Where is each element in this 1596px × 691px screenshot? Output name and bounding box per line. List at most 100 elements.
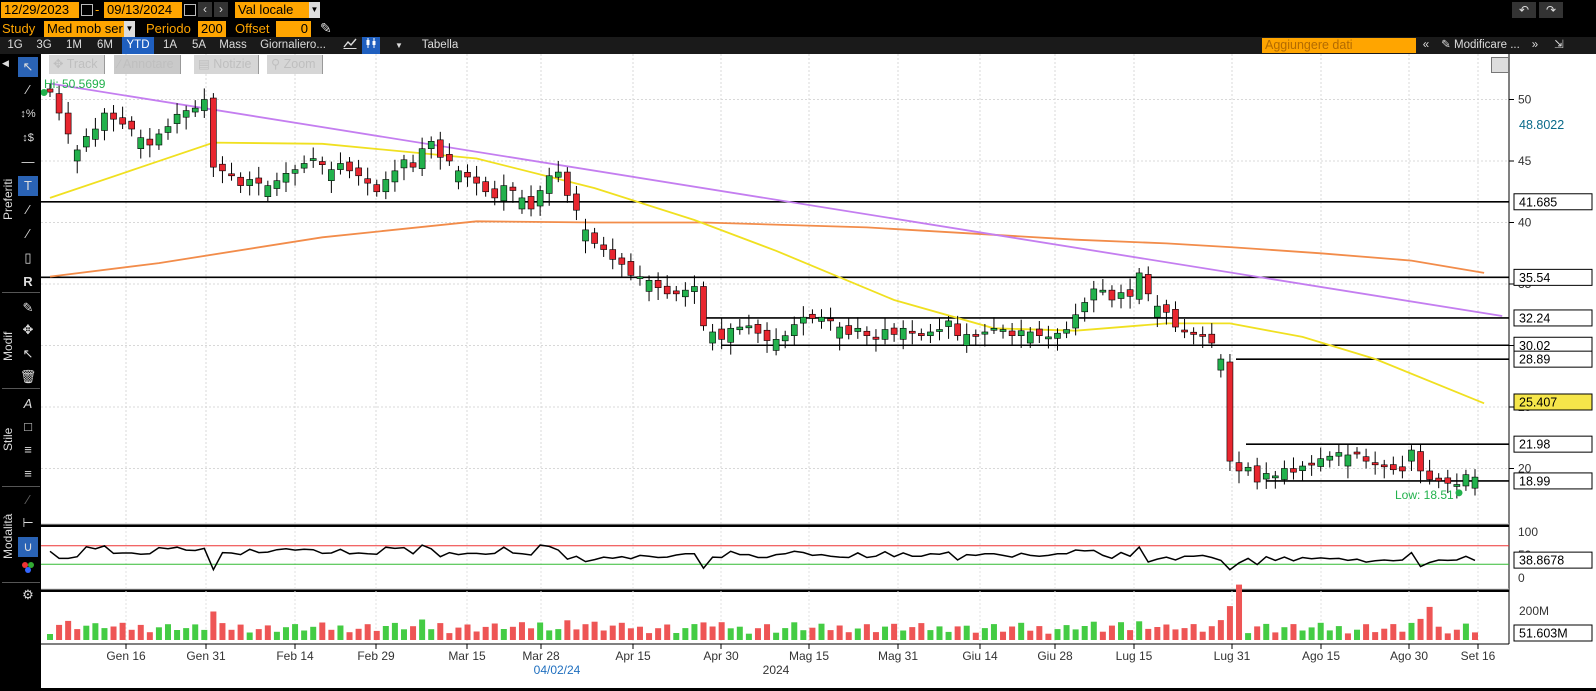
start-date-field[interactable]: 12/29/2023 [1, 2, 79, 18]
candle-body [654, 280, 662, 288]
draw-line-tool-icon[interactable]: ∕ [26, 82, 30, 97]
range-ytd-button[interactable]: YTD [122, 37, 154, 54]
range-1a-button[interactable]: 1A [162, 39, 178, 51]
chart-type-dropdown-icon[interactable]: ▼ [395, 41, 403, 50]
candle [264, 180, 272, 202]
edit-icon[interactable]: ✎ [1441, 39, 1451, 51]
redo-icon[interactable]: ↷ [1539, 2, 1563, 18]
volume-bar [1272, 632, 1279, 640]
candle [409, 154, 417, 173]
currency-select[interactable]: Val locale [235, 2, 309, 18]
move-icon[interactable]: ✥ [22, 322, 34, 337]
volume-bar [981, 628, 988, 640]
color-palette-icon[interactable] [18, 560, 38, 580]
eraser-icon[interactable]: ∕ [26, 492, 30, 507]
study-dropdown-icon[interactable]: ▼ [124, 21, 135, 37]
candle [1217, 354, 1225, 378]
volume-bar [845, 632, 852, 640]
font-style-icon[interactable]: A [23, 396, 33, 411]
currency-dropdown-icon[interactable]: ▼ [309, 2, 320, 18]
horizontal-line-tool-icon[interactable]: — [21, 154, 35, 169]
track-button[interactable]: ✥ Track [49, 55, 105, 74]
candle-body [1172, 309, 1179, 328]
candle-body [318, 161, 326, 165]
select-icon[interactable]: ↖ [22, 346, 34, 361]
volume-bar [146, 632, 153, 640]
candle-body [872, 336, 880, 340]
ray-tool-icon[interactable]: ∕ [26, 226, 30, 241]
candle-body [627, 261, 635, 276]
candle [1435, 473, 1442, 489]
snap-icon[interactable]: ⊢ [22, 515, 34, 530]
channel-tool-icon[interactable]: ▯ [24, 250, 32, 265]
magnet-icon[interactable]: ∪ [18, 537, 38, 557]
level-label-3002: 30.02 [1519, 339, 1550, 353]
volume-bar [1190, 624, 1197, 640]
volume-bar [927, 630, 934, 640]
trash-icon[interactable]: 🗑 [19, 369, 37, 384]
line-weight-icon[interactable]: ≡ [24, 442, 32, 457]
candle [809, 309, 816, 324]
volume-bar [1281, 627, 1288, 640]
resize-icon[interactable]: ⇲ [1554, 39, 1564, 51]
annotate-button[interactable]: ∕ Annotare [114, 55, 181, 74]
ma200-line [49, 220, 1485, 278]
notes-button[interactable]: ▤ Notizie [194, 55, 259, 74]
edit-pen-icon[interactable]: ✎ [22, 300, 34, 315]
text-tool-icon[interactable]: T [18, 176, 38, 196]
candle [899, 320, 907, 350]
chart-menu-icon[interactable] [1491, 57, 1509, 73]
trendline-tool-icon[interactable]: ∕ [26, 202, 30, 217]
level-label-41685: 41.685 [1519, 195, 1557, 209]
candle [663, 275, 671, 299]
line-chart-icon[interactable] [341, 37, 359, 54]
volume-bar [673, 633, 680, 640]
regression-tool-icon[interactable]: R [23, 274, 33, 289]
range-1m-button[interactable]: 1M [66, 39, 82, 51]
candle [1117, 284, 1125, 309]
range-3g-button[interactable]: 3G [36, 39, 52, 51]
offset-field[interactable]: 0 [276, 21, 311, 37]
fill-color-icon[interactable]: □ [24, 419, 32, 434]
candlestick-chart-icon[interactable] [362, 37, 380, 54]
undo-icon[interactable]: ↶ [1512, 2, 1536, 18]
pencil-icon[interactable]: ✎ [320, 20, 332, 36]
range-toolbar: 1G 3G 1M 6M YTD 1A 5A Mass Giornaliero..… [0, 37, 1596, 54]
volume-bar [818, 623, 825, 640]
hi-marker [40, 88, 48, 96]
table-button[interactable]: Tabella [421, 39, 459, 51]
range-5a-button[interactable]: 5A [191, 39, 207, 51]
start-calendar-icon[interactable] [81, 4, 93, 16]
range-1g-button[interactable]: 1G [7, 39, 23, 51]
volume-bar [573, 629, 580, 640]
line-style-icon[interactable]: ≡ [24, 466, 32, 481]
zoom-button[interactable]: ⚲ Zoom [267, 55, 323, 74]
candle-body [672, 290, 680, 295]
settings-gear-icon[interactable]: ⚙ [22, 587, 34, 602]
pointer-tool-icon[interactable]: ↖ [18, 57, 38, 77]
range-max-button[interactable]: Mass [219, 39, 247, 51]
measure-tool-icon[interactable]: ↕$ [22, 132, 34, 144]
candle [427, 136, 435, 159]
collapse-left-icon[interactable]: « [1422, 39, 1430, 51]
candle [1090, 280, 1098, 313]
candle [1281, 460, 1288, 485]
end-calendar-icon[interactable] [184, 4, 196, 16]
frequency-select[interactable]: Giornaliero... [260, 39, 326, 51]
collapse-right-icon[interactable]: » [1531, 39, 1539, 51]
study-select[interactable]: Med mob ser [44, 21, 124, 37]
volume-bar [1245, 633, 1252, 640]
next-period-button[interactable]: › [214, 2, 228, 17]
volume-bar [482, 626, 489, 640]
add-data-input[interactable]: Aggiungere dati [1262, 38, 1416, 53]
end-date-field[interactable]: 09/13/2024 [104, 2, 182, 18]
candle [128, 116, 135, 137]
collapse-toolbar-icon[interactable]: ◀ [2, 58, 9, 68]
periodo-field[interactable]: 200 [198, 21, 226, 37]
prev-period-button[interactable]: ‹ [198, 2, 212, 17]
percent-tool-icon[interactable]: ↕% [20, 108, 36, 120]
range-6m-button[interactable]: 6M [97, 39, 113, 51]
modify-button[interactable]: Modificare ... [1454, 39, 1520, 51]
